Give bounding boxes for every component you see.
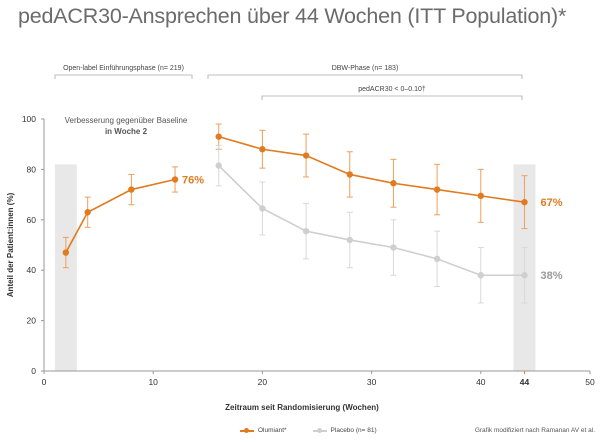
bracket-dbw-phase-text: DBW-Phase (n= 183): [332, 65, 399, 72]
legend-label-olumiant: Olumiant*: [258, 427, 287, 434]
legend-label-placebo: Placebo (n= 81): [330, 427, 377, 434]
data-point: [215, 162, 222, 169]
y-tick-label: 40: [27, 265, 37, 275]
data-point: [433, 186, 441, 193]
bracket-open-label: Open-label Einführungsphase (n= 219): [54, 65, 193, 79]
data-point: [259, 146, 266, 153]
legend-swatch-placebo: [312, 428, 327, 434]
x-tick-label: 30: [367, 377, 377, 387]
axes: 0 20 40 60 80 100 0 10 20 30 40 50 44: [22, 114, 595, 387]
y-tick-label: 100: [22, 114, 36, 124]
legend-item-placebo: Placebo (n= 81): [312, 427, 377, 434]
bracket-dbw-phase: DBW-Phase (n= 183): [207, 65, 523, 79]
legend: Olumiant* Placebo (n= 81): [240, 427, 377, 434]
data-point: [84, 209, 91, 216]
x-tick-label: 40: [476, 377, 486, 387]
x-tick-label: 10: [148, 377, 158, 387]
series-line: [65, 178, 176, 253]
x-tick-label: 20: [258, 377, 268, 387]
data-point: [259, 205, 266, 212]
end-label: 76%: [182, 174, 204, 186]
bracket-open-label-text: Open-label Einführungsphase (n= 219): [63, 65, 184, 72]
series-olumiant-open-label: 76%: [62, 166, 204, 269]
data-point: [477, 272, 484, 279]
y-tick-label: 80: [27, 164, 37, 174]
y-tick-label: 60: [27, 215, 37, 225]
data-point: [433, 255, 441, 263]
y-axis-title: Anteil der Patient:innen (%): [6, 192, 15, 297]
x-axis-title: Zeitraum seit Randomisierung (Wochen): [225, 403, 379, 412]
data-point: [346, 236, 353, 244]
data-point: [302, 152, 310, 159]
legend-swatch-olumiant: [240, 428, 254, 434]
legend-item-olumiant: Olumiant*: [240, 427, 287, 434]
y-tick-label: 0: [31, 366, 36, 376]
data-point: [390, 180, 397, 187]
chart-title: pedACR30-Ansprechen über 44 Wochen (ITT …: [18, 4, 567, 28]
data-point: [302, 227, 310, 235]
x-tick-label: 50: [585, 377, 595, 387]
x-tick-label-highlight: 44: [520, 377, 530, 387]
y-tick-label: 20: [27, 316, 37, 326]
data-point: [171, 176, 179, 183]
bracket-pvalue-text: pedACR30 < 0–0.10†: [358, 86, 426, 93]
series-line: [218, 135, 525, 203]
data-point: [521, 198, 528, 206]
data-point: [215, 133, 222, 140]
data-point: [390, 244, 397, 251]
bracket-pvalue: pedACR30 < 0–0.10†: [261, 86, 523, 100]
series-line: [218, 165, 525, 277]
annotation-line2: in Woche 2: [105, 127, 148, 136]
data-point: [477, 192, 484, 200]
end-label: 38%: [540, 270, 562, 282]
source-note: Grafik modifiziert nach Ramanan AV et al…: [474, 427, 595, 434]
annotation-line1: Verbesserung gegenüber Baseline: [65, 116, 188, 125]
data-point: [62, 249, 70, 256]
data-point: [346, 171, 353, 178]
series-layer: 76% 67% 38%: [62, 123, 563, 304]
data-point: [521, 272, 528, 279]
data-point: [128, 186, 135, 193]
series-placebo-dbw: 38%: [215, 144, 563, 304]
x-tick-label: 0: [42, 377, 47, 387]
end-label: 67%: [540, 197, 562, 209]
series-olumiant-dbw: 67%: [215, 123, 563, 230]
